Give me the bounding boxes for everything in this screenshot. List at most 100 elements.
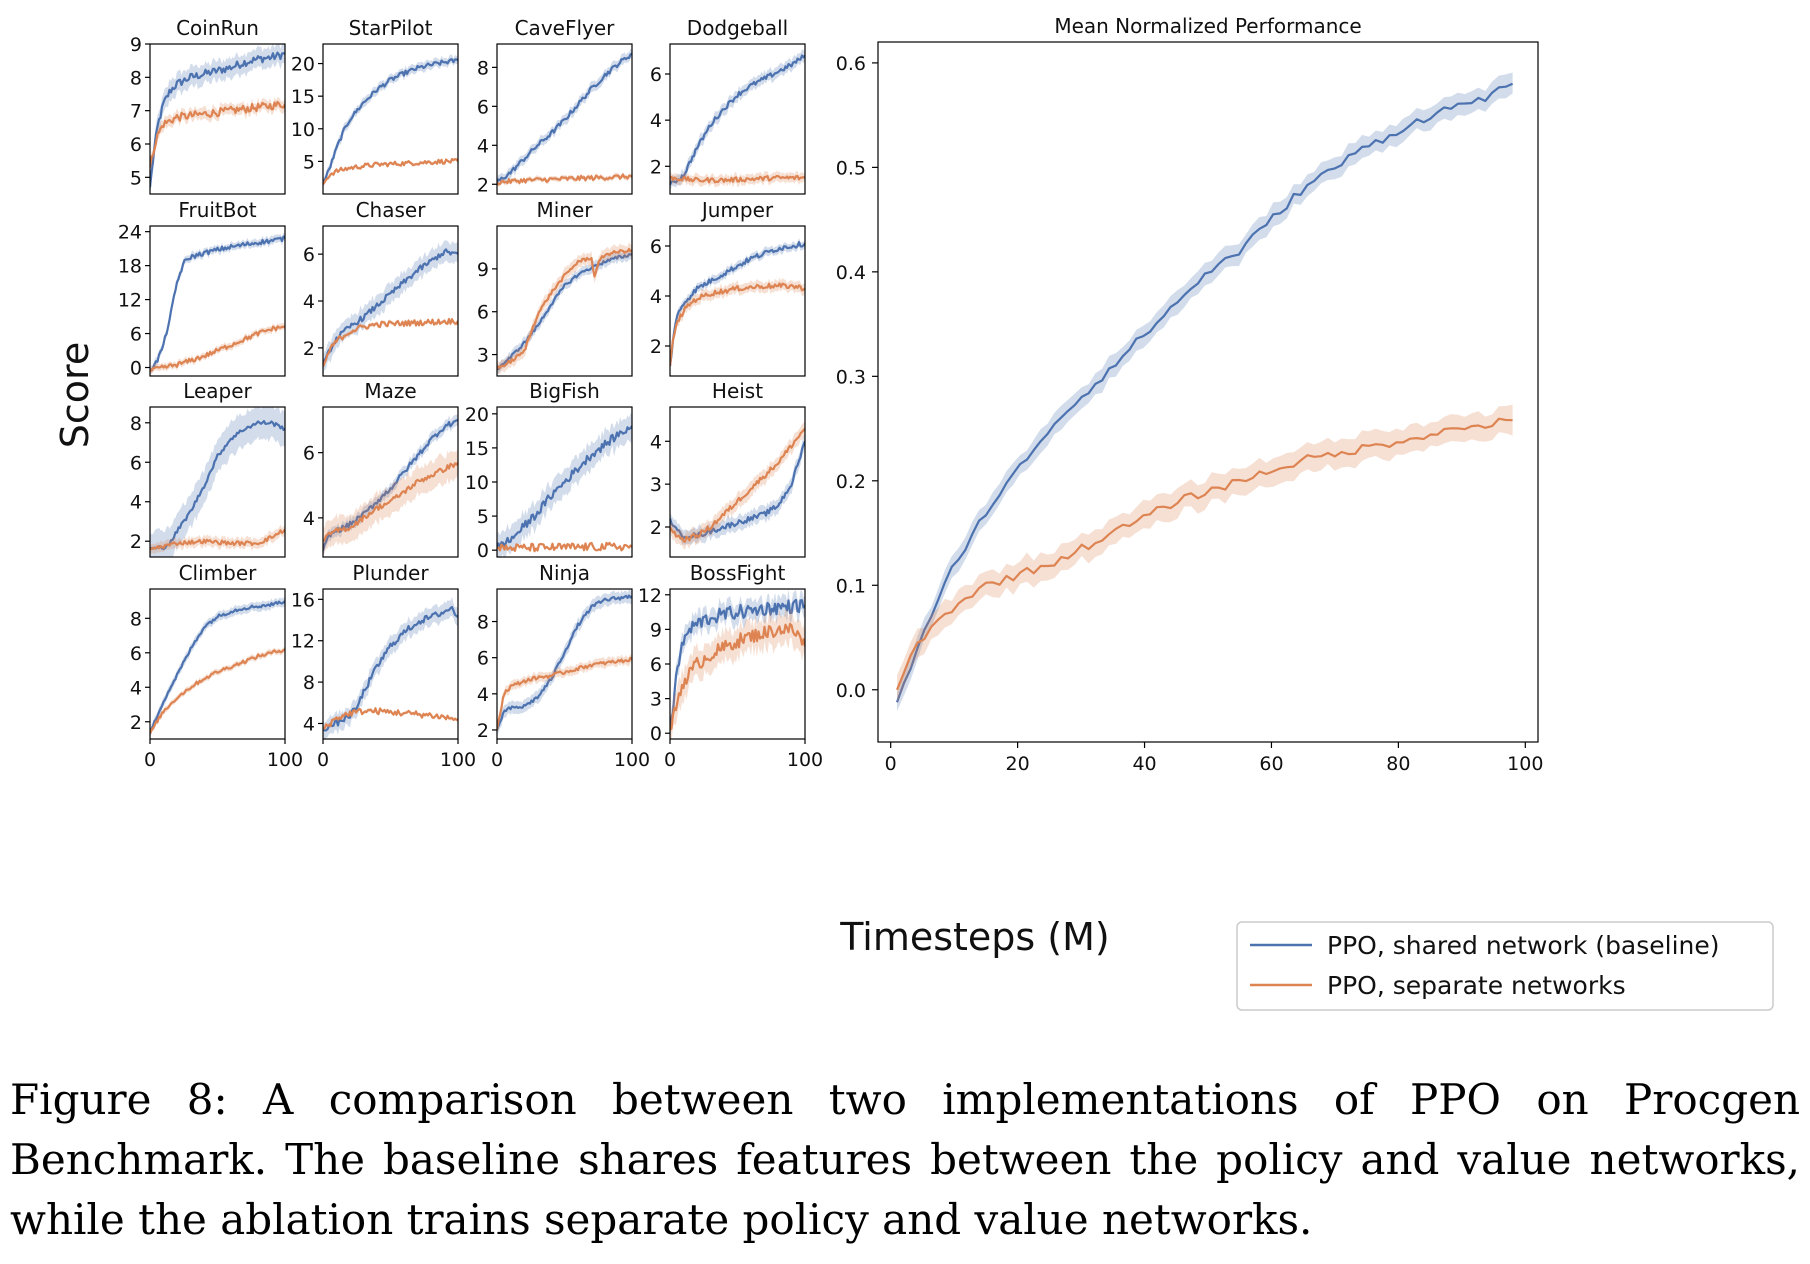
y-tick-label: 15 bbox=[465, 438, 489, 460]
panel-ninja: Ninja 2 4 6 8 0 100 bbox=[477, 561, 650, 771]
y-tick-label: 5 bbox=[130, 167, 142, 189]
panel-frame bbox=[669, 406, 806, 558]
y-tick-label: 6 bbox=[303, 443, 315, 465]
mean-normalized-performance-panel: Mean Normalized Performance 0.0 0.1 0.2 0.3 0… bbox=[836, 14, 1544, 775]
y-tick-label: 18 bbox=[118, 256, 142, 278]
main-y-tick-label: 0.5 bbox=[836, 157, 866, 179]
main-y-tick-label: 0.3 bbox=[836, 366, 866, 388]
panel-climber-line-ppo-separate-networks bbox=[150, 648, 285, 735]
y-tick-label: 6 bbox=[130, 134, 142, 156]
x-tick-label: 100 bbox=[787, 749, 823, 771]
panel-plot-area bbox=[323, 240, 458, 376]
y-tick-label: 15 bbox=[291, 86, 315, 108]
y-tick-label: 4 bbox=[130, 677, 142, 699]
y-tick-label: 7 bbox=[130, 101, 142, 123]
panel-caveflyer-line-ppo-shared-network-baseline bbox=[497, 52, 632, 183]
panel-coinrun: CoinRun 5 6 7 8 9 bbox=[130, 16, 286, 195]
panel-plot-area bbox=[497, 242, 632, 375]
y-tick-label: 6 bbox=[650, 236, 662, 258]
panel-fruitbot-line-ppo-shared-network-baseline bbox=[150, 235, 285, 372]
panel-frame bbox=[496, 588, 633, 740]
x-tick-label: 0 bbox=[144, 749, 156, 771]
main-line-ppo-shared-network-baseline bbox=[895, 82, 1514, 703]
y-tick-label: 6 bbox=[130, 452, 142, 474]
panel-caveflyer: CaveFlyer 2 4 6 8 bbox=[477, 16, 633, 196]
y-tick-label: 8 bbox=[130, 413, 142, 435]
panel-ninja-band-ppo-shared-network-baseline bbox=[497, 589, 632, 736]
y-tick-label: 10 bbox=[291, 119, 315, 141]
y-tick-label: 4 bbox=[477, 135, 489, 157]
panel-title: Miner bbox=[536, 198, 593, 222]
main-band-ppo-separate-networks bbox=[897, 404, 1513, 704]
panel-plot-area bbox=[670, 238, 805, 372]
panel-heist: Heist 2 3 4 bbox=[650, 379, 806, 558]
panel-fruitbot-band-ppo-shared-network-baseline bbox=[150, 232, 285, 375]
y-tick-label: 16 bbox=[291, 589, 315, 611]
y-tick-label: 12 bbox=[118, 290, 142, 312]
panel-title: Dodgeball bbox=[687, 16, 788, 40]
panel-bigfish-line-ppo-separate-networks bbox=[497, 541, 632, 553]
panel-maze-band-ppo-separate-networks bbox=[323, 449, 458, 556]
small-multiples: CoinRun56789StarPilot5101520CaveFlyer246… bbox=[118, 16, 823, 771]
panel-leaper: Leaper 2 4 6 8 bbox=[130, 379, 286, 558]
y-tick-label: 3 bbox=[650, 474, 662, 496]
panel-bigfish-line-ppo-shared-network-baseline bbox=[497, 425, 632, 549]
y-tick-label: 2 bbox=[477, 720, 489, 742]
panel-starpilot-line-ppo-shared-network-baseline bbox=[323, 58, 458, 185]
panel-frame bbox=[149, 588, 286, 740]
panel-title: Heist bbox=[712, 379, 763, 403]
panel-starpilot: StarPilot 5 10 15 20 bbox=[291, 16, 459, 195]
panel-plot-area bbox=[150, 407, 285, 557]
panel-plot-area bbox=[497, 589, 632, 736]
y-tick-label: 4 bbox=[130, 492, 142, 514]
panel-bossfight-band-ppo-shared-network-baseline bbox=[670, 589, 805, 739]
y-tick-label: 2 bbox=[130, 531, 142, 553]
main-x-tick-label: 40 bbox=[1132, 753, 1156, 775]
panel-chaser-line-ppo-shared-network-baseline bbox=[323, 248, 458, 367]
y-tick-label: 12 bbox=[638, 585, 662, 607]
y-axis-title: Score bbox=[53, 342, 97, 448]
panel-bossfight: BossFight 0 3 6 9 12 0 100 bbox=[638, 561, 823, 771]
panel-frame bbox=[322, 588, 459, 740]
panel-plot-area bbox=[323, 597, 458, 739]
panel-jumper-band-ppo-separate-networks bbox=[670, 277, 805, 372]
panel-title: BossFight bbox=[690, 561, 786, 585]
panel-title: Jumper bbox=[700, 198, 774, 222]
panel-climber: Climber 2 4 6 8 0 100 bbox=[130, 561, 303, 771]
panel-title: Ninja bbox=[539, 561, 590, 585]
y-tick-label: 6 bbox=[130, 643, 142, 665]
panel-heist-line-ppo-separate-networks bbox=[670, 427, 805, 543]
panel-plot-area bbox=[497, 412, 632, 557]
y-tick-label: 8 bbox=[303, 672, 315, 694]
y-tick-label: 8 bbox=[130, 608, 142, 630]
panel-miner: Miner 3 6 9 bbox=[477, 198, 633, 377]
panel-leaper-line-ppo-separate-networks bbox=[150, 528, 285, 551]
y-tick-label: 9 bbox=[130, 34, 142, 56]
panel-plot-area bbox=[670, 589, 805, 739]
panel-frame bbox=[669, 43, 806, 195]
main-x-tick-label: 60 bbox=[1259, 753, 1283, 775]
panel-dodgeball-line-ppo-separate-networks bbox=[670, 175, 805, 184]
panel-ninja-line-ppo-shared-network-baseline bbox=[497, 594, 632, 731]
panel-miner-line-ppo-separate-networks bbox=[497, 247, 632, 370]
y-tick-label: 8 bbox=[477, 612, 489, 634]
panel-coinrun-band-ppo-separate-networks bbox=[150, 97, 285, 174]
panel-frame bbox=[149, 43, 286, 195]
main-y-tick-label: 0.2 bbox=[836, 471, 866, 493]
main-x-tick-label: 100 bbox=[1507, 753, 1543, 775]
panel-caveflyer-line-ppo-separate-networks bbox=[497, 173, 632, 186]
y-tick-label: 0 bbox=[477, 540, 489, 562]
panel-plot-area bbox=[323, 54, 458, 190]
panel-frame bbox=[669, 225, 806, 377]
y-tick-label: 2 bbox=[650, 336, 662, 358]
panel-plunder-line-ppo-separate-networks bbox=[323, 707, 458, 730]
y-tick-label: 24 bbox=[118, 222, 142, 244]
main-x-tick-label: 20 bbox=[1006, 753, 1030, 775]
panel-chaser: Chaser 2 4 6 bbox=[303, 198, 459, 377]
main-line-ppo-separate-networks bbox=[895, 417, 1513, 691]
panel-plot-area bbox=[497, 48, 632, 188]
x-tick-label: 100 bbox=[614, 749, 650, 771]
y-tick-label: 9 bbox=[477, 259, 489, 281]
y-tick-label: 6 bbox=[650, 64, 662, 86]
panel-ninja-line-ppo-separate-networks bbox=[497, 656, 632, 731]
